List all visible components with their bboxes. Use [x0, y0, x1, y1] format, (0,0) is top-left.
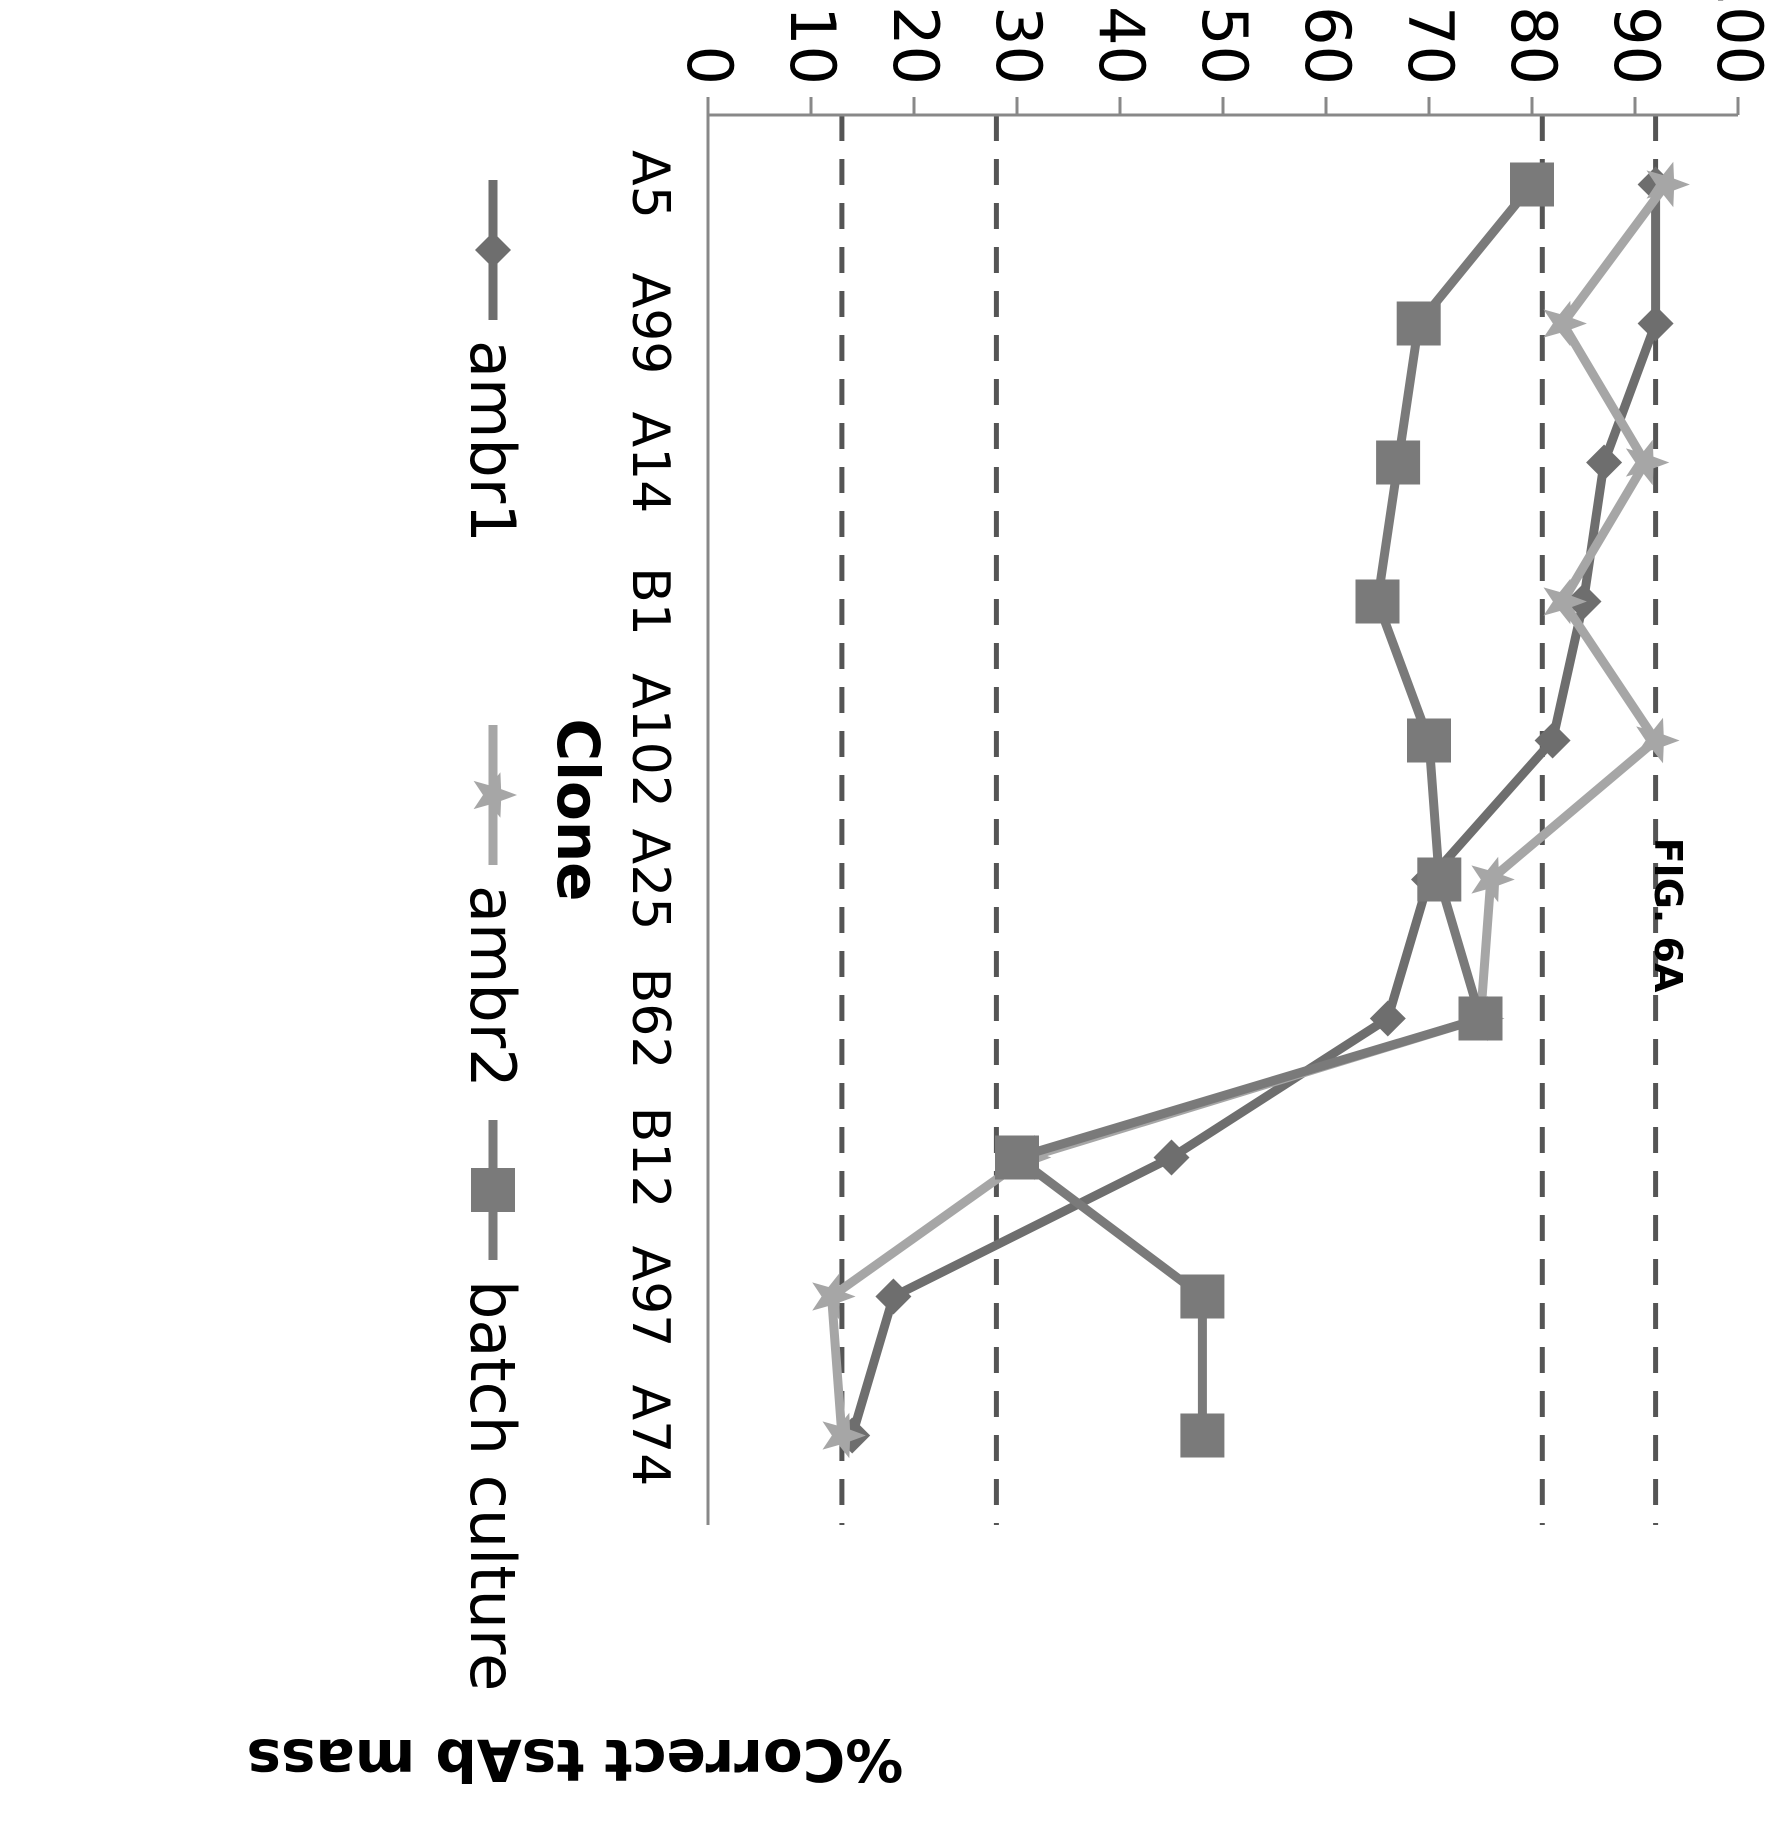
- series-layer: [812, 161, 1690, 1459]
- y-axis-title: %Correct tsAb mass: [247, 1726, 904, 1794]
- data-point: [1407, 718, 1451, 763]
- legend: ambr1 ambr2 batch culture: [456, 180, 529, 1691]
- x-tick-label: A25: [620, 829, 680, 931]
- y-ticks: 0 10 20 30 40 50 60 70 80 90 100: [673, 0, 1776, 115]
- y-tick-label: 50: [1188, 6, 1261, 85]
- data-point: [1625, 439, 1670, 486]
- y-tick-label: 70: [1394, 6, 1467, 85]
- data-point: [1355, 579, 1400, 624]
- data-point: [1586, 444, 1623, 481]
- data-point: [812, 1273, 856, 1320]
- data-point: [875, 1278, 912, 1315]
- data-point: [1510, 162, 1554, 207]
- x-tick-label: A5: [620, 150, 680, 219]
- data-point: [1180, 1413, 1225, 1458]
- series-line: [847, 184, 1661, 1437]
- data-point: [1543, 578, 1587, 625]
- y-tick-label: 100: [1703, 0, 1776, 85]
- data-point: [1458, 996, 1503, 1041]
- data-point: [1417, 857, 1462, 902]
- x-tick-label: A99: [620, 273, 680, 375]
- y-tick-label: 40: [1085, 6, 1158, 85]
- data-point: [1180, 1274, 1225, 1319]
- data-point: [475, 232, 511, 268]
- data-point: [1637, 305, 1674, 342]
- x-ticks: A5 A99 A14 B1 A102 A25 B62 B12 A97 A74: [620, 150, 680, 1486]
- x-tick-label: B12: [620, 1107, 680, 1209]
- series-line: [1012, 181, 1536, 1436]
- data-point: [1471, 856, 1515, 903]
- series-line: [827, 181, 1670, 1436]
- data-point: [1646, 161, 1690, 208]
- series-ambr1: [834, 166, 1674, 1454]
- data-point: [1376, 440, 1421, 485]
- legend-label: ambr2: [456, 885, 529, 1088]
- rotated-chart-group: 0 10 20 30 40 50 60 70 80 90 100 A5 A99 A14 B1 A102 A25…: [456, 0, 1776, 1691]
- x-tick-label: B62: [620, 968, 680, 1070]
- reference-lines: [839, 115, 1659, 1525]
- x-tick-label: A14: [620, 412, 680, 514]
- y-tick-label: 60: [1291, 6, 1364, 85]
- data-point: [473, 772, 517, 818]
- data-point: [1543, 300, 1587, 347]
- y-tick-label: 20: [879, 6, 952, 85]
- data-point: [1153, 1139, 1190, 1176]
- y-tick-label: 10: [776, 6, 849, 85]
- x-tick-label: A97: [620, 1246, 680, 1348]
- series-ambr2: [812, 161, 1690, 1459]
- legend-label: batch culture: [456, 1280, 529, 1691]
- x-tick-label: A74: [620, 1385, 680, 1487]
- x-tick-label: A102: [620, 673, 680, 808]
- y-tick-label: 30: [982, 6, 1055, 85]
- series-batch-culture: [995, 162, 1554, 1458]
- x-tick-label: B1: [620, 567, 680, 636]
- data-point: [995, 1135, 1039, 1180]
- data-point: [1396, 301, 1441, 346]
- data-point: [1636, 717, 1680, 764]
- figure-label: FIG. 6A: [1646, 838, 1690, 993]
- data-point: [471, 1168, 515, 1212]
- y-tick-label: 0: [673, 46, 746, 85]
- data-point: [822, 1412, 866, 1459]
- y-tick-label: 90: [1600, 6, 1673, 85]
- y-tick-label: 80: [1497, 6, 1570, 85]
- x-axis-title: Clone: [544, 719, 612, 902]
- legend-label: ambr1: [456, 340, 529, 543]
